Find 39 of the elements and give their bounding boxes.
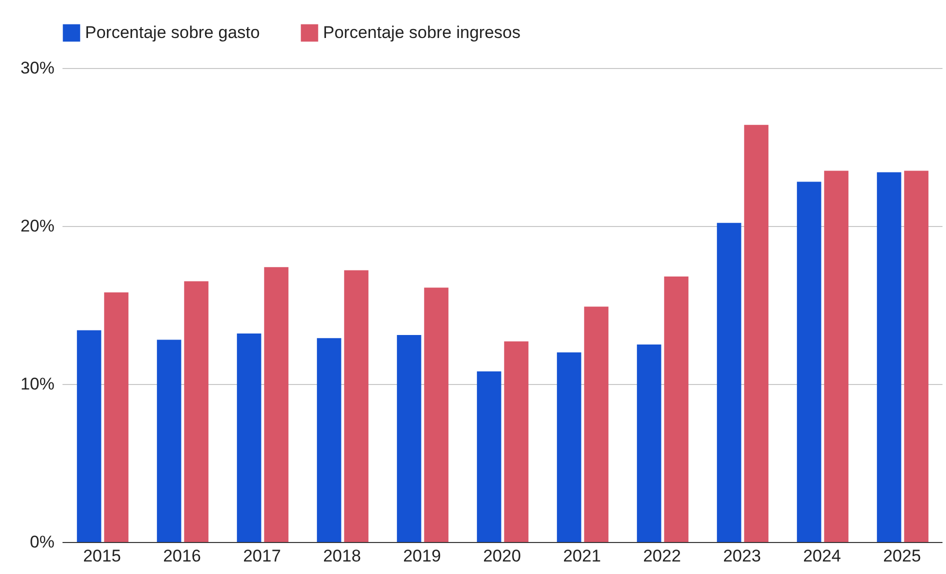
x-tick-label: 2020 [483, 546, 521, 566]
x-tick-label: 2017 [243, 546, 281, 566]
bar [664, 276, 688, 542]
y-tick-label: 10% [20, 374, 54, 394]
bar [344, 270, 368, 542]
y-tick-label: 30% [20, 58, 54, 78]
bar [744, 124, 768, 542]
x-tick-label: 2023 [723, 546, 761, 566]
x-tick-label: 2021 [563, 546, 601, 566]
x-tick-label: 2015 [83, 546, 121, 566]
bar [264, 267, 288, 542]
x-tick-label: 2022 [643, 546, 681, 566]
bar [716, 222, 742, 542]
bar [584, 306, 608, 542]
bar [236, 333, 262, 542]
bar [424, 288, 448, 542]
legend-label: Porcentaje sobre ingresos [323, 22, 521, 42]
legend-label: Porcentaje sobre gasto [85, 22, 260, 42]
bar [156, 340, 182, 542]
y-tick-label: 0% [30, 532, 54, 552]
bar [876, 172, 902, 542]
x-tick-label: 2016 [163, 546, 201, 566]
bar [556, 352, 582, 542]
bar [824, 170, 848, 542]
bar [396, 335, 422, 542]
bar [636, 344, 662, 542]
x-tick-label: 2018 [323, 546, 361, 566]
x-tick-label: 2019 [403, 546, 441, 566]
bar [316, 338, 342, 542]
bar [796, 182, 822, 542]
x-tick-label: 2025 [883, 546, 921, 566]
bar [504, 341, 528, 542]
bar [904, 170, 928, 542]
x-tick-label: 2024 [803, 546, 841, 566]
bar [104, 292, 128, 542]
y-tick-label: 20% [20, 216, 54, 236]
bar [76, 330, 102, 542]
bar [184, 281, 208, 542]
bar [476, 371, 502, 542]
